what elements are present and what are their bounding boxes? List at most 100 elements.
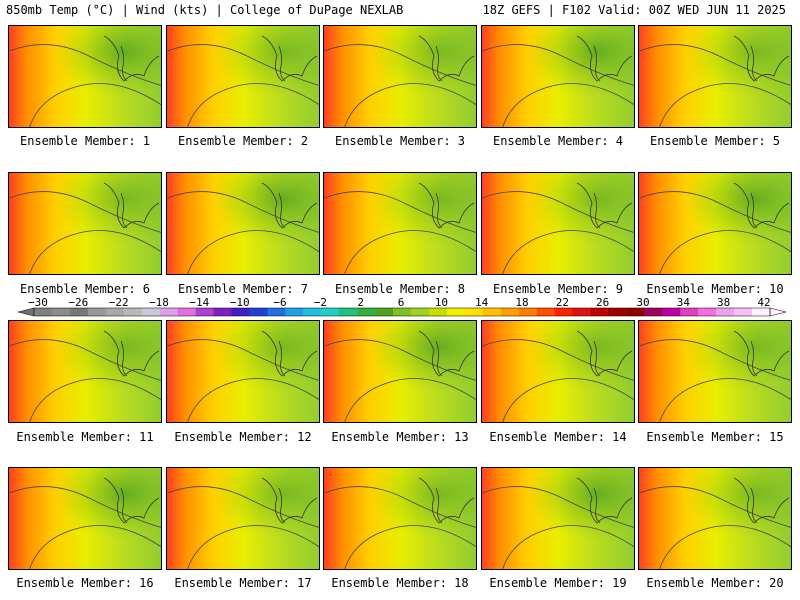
- colorbar-swatch: [393, 308, 412, 316]
- ensemble-map-panel: [638, 320, 792, 423]
- ensemble-map-panel: [8, 320, 162, 423]
- ensemble-member-label: Ensemble Member: 11: [16, 430, 154, 444]
- colorbar-swatch: [213, 308, 232, 316]
- colorbar-swatch: [500, 308, 519, 316]
- colorbar-swatch: [644, 308, 663, 316]
- colorbar-swatch: [123, 308, 143, 316]
- ensemble-member-label: Ensemble Member: 19: [489, 576, 627, 590]
- colorbar-swatch: [51, 308, 71, 316]
- colorbar-tick-label: 10: [434, 296, 448, 309]
- colorbar-swatch: [626, 308, 645, 316]
- ensemble-map-panel: [481, 172, 635, 275]
- colorbar-swatch: [590, 308, 609, 316]
- colorbar-swatch: [195, 308, 214, 316]
- colorbar-tick-label: 18: [515, 296, 529, 309]
- ensemble-member-label: Ensemble Member: 1: [19, 134, 151, 148]
- ensemble-member-label: Ensemble Member: 7: [177, 282, 309, 296]
- ensemble-map-panel: [8, 467, 162, 570]
- colorbar-swatch: [410, 308, 430, 316]
- colorbar-swatch: [267, 308, 286, 316]
- colorbar-tick-label: −2: [313, 296, 327, 309]
- colorbar-tick-label: 42: [757, 296, 771, 309]
- colorbar-swatch: [518, 308, 537, 316]
- ensemble-map-panel: [481, 467, 635, 570]
- colorbar-tick-label: −30: [28, 296, 48, 309]
- ensemble-map-panel: [8, 172, 162, 275]
- ensemble-member-label: Ensemble Member: 3: [334, 134, 466, 148]
- ensemble-map-panel: [481, 25, 635, 128]
- colorbar-outline: [33, 307, 771, 317]
- ensemble-member-label: Ensemble Member: 13: [331, 430, 469, 444]
- colorbar-swatch: [339, 308, 358, 316]
- ensemble-member-label: Ensemble Member: 16: [16, 576, 154, 590]
- ensemble-map-panel: [481, 320, 635, 423]
- colorbar-swatch: [141, 308, 160, 316]
- colorbar-tick-label: −6: [273, 296, 287, 309]
- ensemble-member-label: Ensemble Member: 10: [646, 282, 784, 296]
- colorbar-swatch: [105, 308, 125, 316]
- colorbar-tick-label: 38: [717, 296, 731, 309]
- ensemble-map-panel: [323, 320, 477, 423]
- colorbar-swatch: [303, 308, 322, 316]
- colorbar-swatch: [482, 308, 502, 316]
- ensemble-member-label: Ensemble Member: 5: [649, 134, 781, 148]
- colorbar-tick-label: −10: [229, 296, 250, 309]
- colorbar-swatch: [177, 308, 196, 316]
- colorbar-swatch: [69, 308, 89, 316]
- colorbar-left-arrow: [17, 307, 35, 317]
- header-run-info: 18Z GEFS | F102 Valid: 00Z WED JUN 11 20…: [482, 3, 786, 17]
- colorbar-tick-label: 2: [357, 296, 364, 309]
- ensemble-member-label: Ensemble Member: 17: [174, 576, 312, 590]
- ensemble-member-label: Ensemble Member: 20: [646, 576, 784, 590]
- colorbar-swatch: [357, 308, 376, 316]
- ensemble-map-panel: [166, 25, 320, 128]
- ensemble-member-label: Ensemble Member: 14: [489, 430, 627, 444]
- colorbar-tick-label: −26: [68, 296, 89, 309]
- ensemble-map-panel: [8, 25, 162, 128]
- ensemble-map-panel: [323, 25, 477, 128]
- colorbar-swatch: [87, 308, 107, 316]
- colorbar-tick-label: −22: [108, 296, 129, 309]
- ensemble-map-panel: [166, 320, 320, 423]
- colorbar-swatch: [698, 308, 717, 316]
- colorbar-swatch: [536, 308, 555, 316]
- colorbar-swatch: [716, 308, 735, 316]
- ensemble-map-panel: [638, 467, 792, 570]
- colorbar-tick-label: 26: [596, 296, 610, 309]
- colorbar-swatch: [375, 308, 394, 316]
- ensemble-member-label: Ensemble Member: 6: [19, 282, 151, 296]
- colorbar-swatch: [752, 308, 771, 316]
- colorbar-swatch: [285, 308, 304, 316]
- colorbar-swatch: [428, 308, 448, 316]
- colorbar-tick-label: 22: [555, 296, 569, 309]
- header-title: 850mb Temp (°C) | Wind (kts) | College o…: [6, 3, 404, 17]
- colorbar-tick-label: −14: [189, 296, 210, 309]
- ensemble-member-label: Ensemble Member: 9: [492, 282, 624, 296]
- colorbar-tick-label: −18: [149, 296, 169, 309]
- ensemble-member-label: Ensemble Member: 12: [174, 430, 312, 444]
- ensemble-map-panel: [323, 172, 477, 275]
- colorbar-swatch: [321, 308, 340, 316]
- ensemble-member-label: Ensemble Member: 8: [334, 282, 466, 296]
- colorbar-swatch: [231, 308, 250, 316]
- ensemble-map-panel: [638, 25, 792, 128]
- colorbar-swatch: [446, 308, 466, 316]
- colorbar-tick-label: 6: [397, 296, 405, 309]
- ensemble-member-label: Ensemble Member: 4: [492, 134, 624, 148]
- colorbar-swatch: [734, 308, 753, 316]
- colorbar-tick-label: 34: [676, 296, 690, 309]
- colorbar-swatch: [159, 308, 178, 316]
- colorbar-swatch: [572, 308, 591, 316]
- colorbar-swatch: [34, 308, 53, 316]
- colorbar-swatch: [464, 308, 484, 316]
- ensemble-member-label: Ensemble Member: 18: [331, 576, 469, 590]
- colorbar-right-arrow: [769, 307, 787, 317]
- colorbar-tick-label: 14: [475, 296, 489, 309]
- colorbar-swatch: [554, 308, 573, 316]
- ensemble-map-panel: [166, 172, 320, 275]
- colorbar-swatch: [680, 308, 699, 316]
- ensemble-map-panel: [166, 467, 320, 570]
- temperature-colorbar: [17, 307, 787, 317]
- ensemble-map-panel: [638, 172, 792, 275]
- colorbar-swatch: [662, 308, 681, 316]
